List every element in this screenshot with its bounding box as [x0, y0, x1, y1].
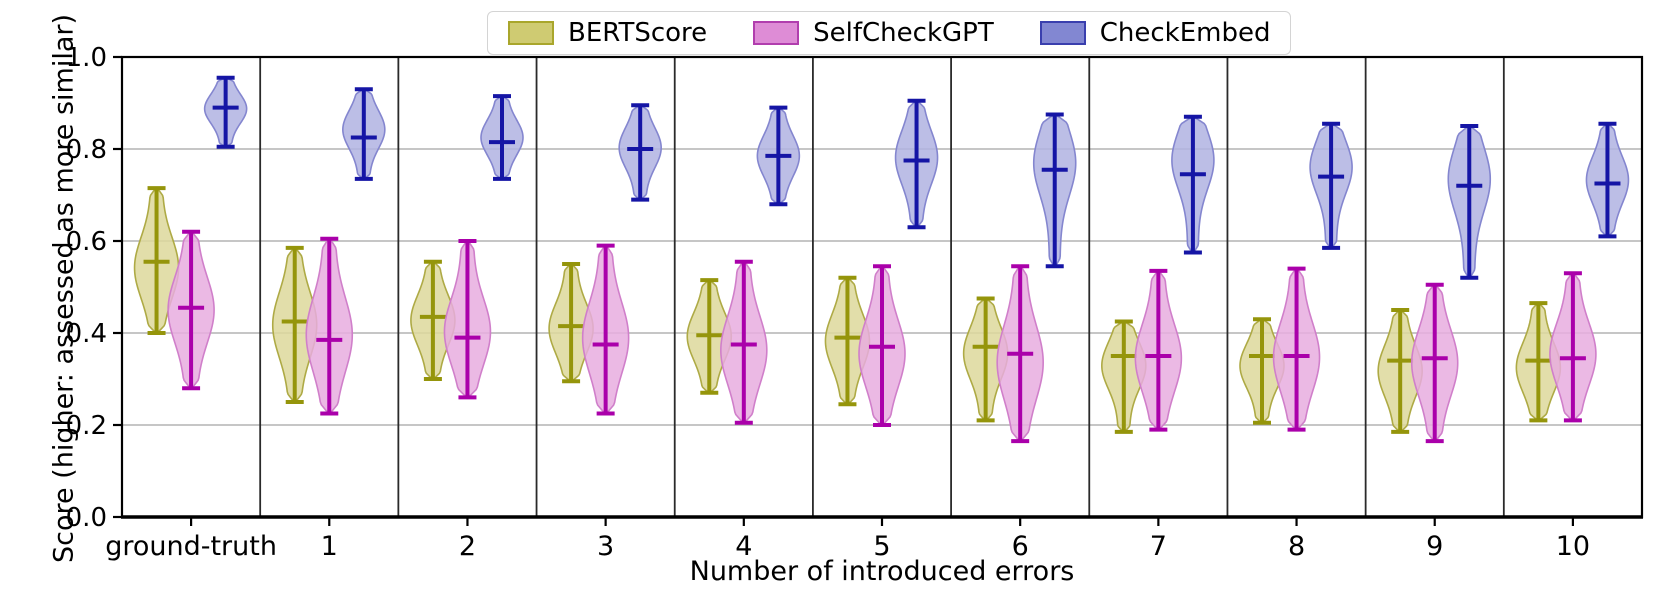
- legend-label-bertscore: BERTScore: [568, 18, 708, 48]
- x-tick-label: ground-truth: [105, 531, 277, 562]
- x-tick-label: 8: [1288, 531, 1305, 562]
- x-axis-label: Number of introduced errors: [689, 556, 1075, 587]
- y-tick-label: 0.6: [66, 227, 107, 257]
- x-tick-label: 3: [597, 531, 614, 562]
- x-tick-label: 5: [873, 531, 890, 562]
- y-tick-label: 0.8: [66, 135, 107, 165]
- y-tick-label: 1.0: [66, 43, 107, 73]
- x-tick-label: 4: [735, 531, 752, 562]
- legend-label-selfcheckgpt: SelfCheckGPT: [813, 18, 994, 48]
- legend: BERTScore SelfCheckGPT CheckEmbed: [487, 11, 1292, 55]
- y-tick-label: 0.0: [66, 503, 107, 533]
- x-tick-label: 9: [1426, 531, 1443, 562]
- x-tick-label: 10: [1556, 531, 1590, 562]
- selfcheckgpt-swatch-icon: [753, 21, 800, 45]
- y-axis-label: Score (higher: assessed as more similar): [48, 13, 80, 564]
- x-tick-label: 7: [1150, 531, 1167, 562]
- legend-item-selfcheckgpt: SelfCheckGPT: [753, 18, 994, 48]
- legend-label-checkembed: CheckEmbed: [1099, 18, 1271, 48]
- x-tick-label: 1: [321, 531, 338, 562]
- legend-item-checkembed: CheckEmbed: [1039, 18, 1271, 48]
- x-tick-label: 6: [1012, 531, 1029, 562]
- legend-item-bertscore: BERTScore: [508, 18, 707, 48]
- y-tick-label: 0.4: [66, 319, 107, 349]
- x-tick-label: 2: [459, 531, 476, 562]
- checkembed-swatch-icon: [1039, 21, 1086, 45]
- y-tick-label: 0.2: [66, 411, 107, 441]
- bertscore-swatch-icon: [508, 21, 554, 45]
